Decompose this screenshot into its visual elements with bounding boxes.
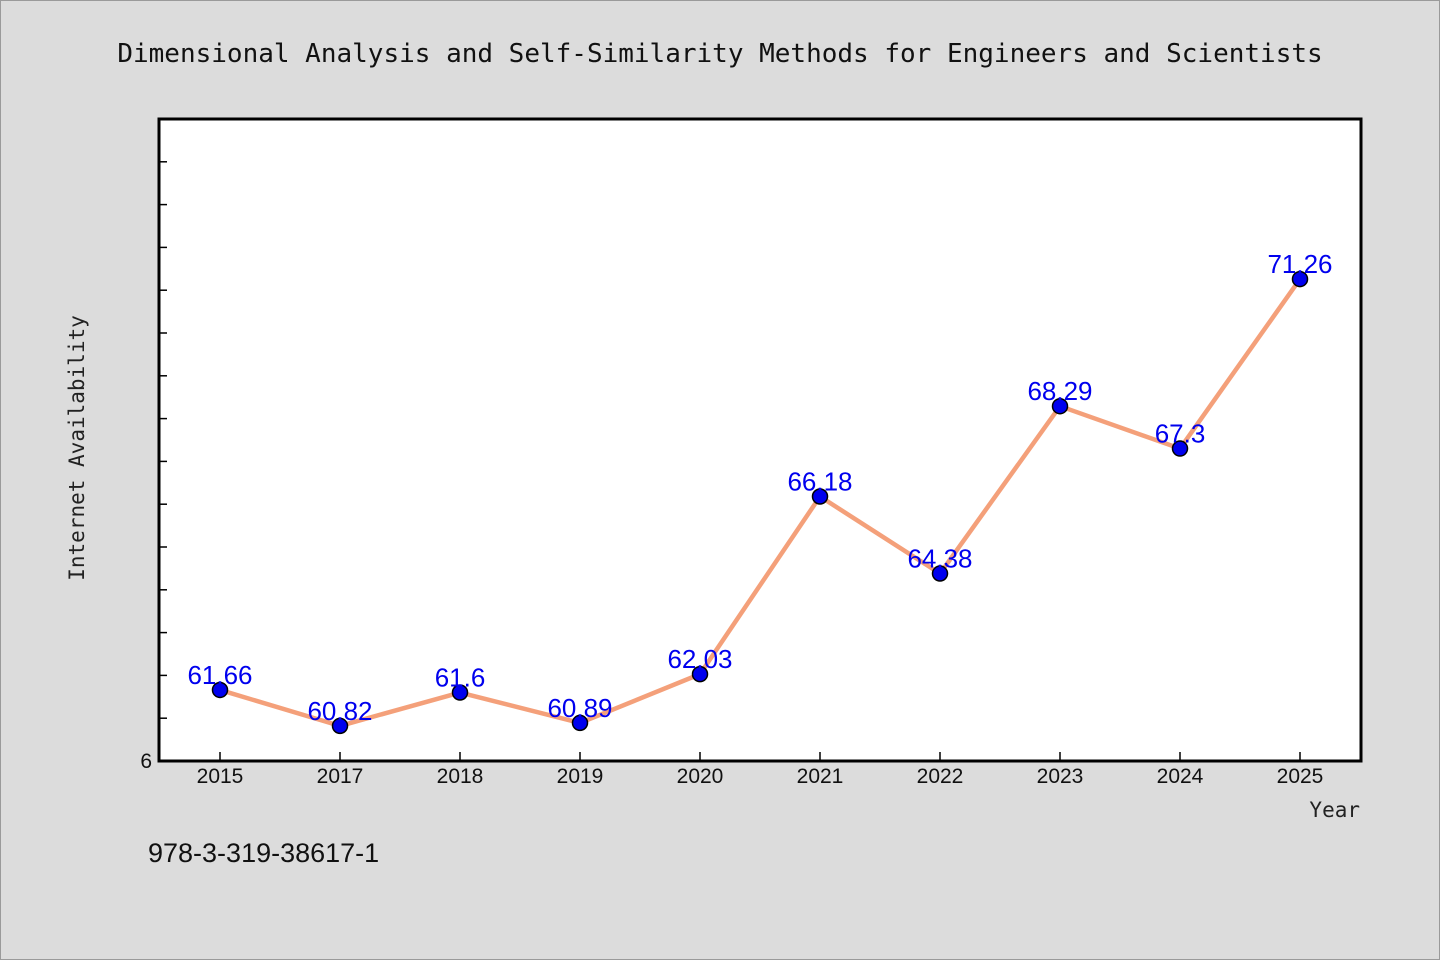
x-tick-label: 2020 xyxy=(677,765,724,788)
data-point xyxy=(451,684,469,701)
data-point xyxy=(1171,440,1189,457)
series-line xyxy=(217,276,1303,729)
data-label: 67.3 xyxy=(1155,419,1206,449)
data-label: 68.29 xyxy=(1027,376,1092,406)
data-label: 61.66 xyxy=(187,660,252,690)
x-tick-label: 2015 xyxy=(197,765,244,788)
x-tick-label: 2023 xyxy=(1037,765,1084,788)
x-tick-label: 2018 xyxy=(437,765,484,788)
data-point xyxy=(1291,270,1309,288)
data-point xyxy=(691,665,709,683)
y-axis-label: Internet Availability xyxy=(65,315,89,581)
isbn-note: 978-3-319-38617-1 xyxy=(148,838,379,868)
x-tick-label: 2024 xyxy=(1157,765,1204,788)
data-label: 61.6 xyxy=(435,663,486,693)
data-labels: 61.66 60.82 61.6 60.89 62.03 66.18 64.38 68.29 6… xyxy=(187,249,1332,726)
data-label: 60.82 xyxy=(307,696,372,726)
data-point xyxy=(811,488,829,505)
y-tick-label: 6 xyxy=(140,750,152,773)
x-axis-ticks: 2015 2017 2018 2019 2020 2021 2022 2023 2024 2025 xyxy=(197,752,1324,788)
x-tick-label: 2019 xyxy=(557,765,604,788)
data-label: 71.26 xyxy=(1267,249,1332,279)
data-point xyxy=(1051,397,1069,415)
data-label: 62.03 xyxy=(667,644,732,674)
x-axis-label: Year xyxy=(1309,798,1360,822)
x-tick-label: 2017 xyxy=(317,765,364,788)
data-point xyxy=(331,717,349,735)
data-label: 66.18 xyxy=(787,466,852,496)
data-label: 60.89 xyxy=(547,693,612,723)
data-markers xyxy=(211,270,1309,735)
series-line-group xyxy=(217,276,1303,729)
data-label: 64.38 xyxy=(907,544,972,574)
x-tick-label: 2025 xyxy=(1277,765,1324,788)
data-point xyxy=(571,714,589,732)
chart-title: Dimensional Analysis and Self-Similarity… xyxy=(117,39,1322,69)
x-tick-label: 2022 xyxy=(917,765,964,788)
y-axis-ticks: 6 xyxy=(140,161,167,773)
data-point xyxy=(931,565,949,582)
x-tick-label: 2021 xyxy=(797,765,844,788)
data-point xyxy=(211,681,229,699)
